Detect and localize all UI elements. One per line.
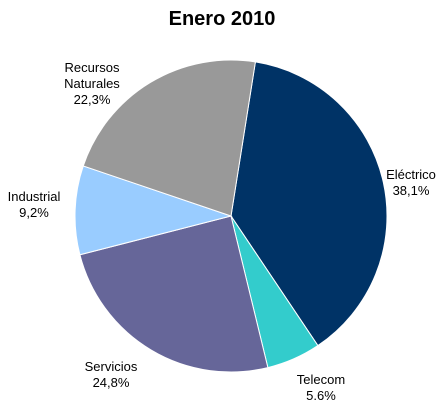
category-name: Telecom bbox=[296, 372, 346, 387]
pie-slice bbox=[230, 61, 388, 347]
slice-label: Servicios 24,8% bbox=[66, 359, 156, 391]
slice-label: Eléctrico 38,1% bbox=[366, 167, 444, 199]
chart-title: Enero 2010 bbox=[168, 8, 276, 30]
value-label: 9,2% bbox=[19, 205, 49, 220]
slice-label: Industrial 9,2% bbox=[0, 189, 79, 221]
category-name: Industrial bbox=[7, 189, 61, 204]
value-label: 5.6% bbox=[306, 388, 336, 403]
category-name: Servicios bbox=[84, 359, 138, 374]
category-name: Recursos Naturales bbox=[64, 60, 120, 91]
value-label: 38,1% bbox=[392, 183, 430, 198]
slice-label: Recursos Naturales 22,3% bbox=[52, 60, 132, 108]
value-label: 22,3% bbox=[73, 92, 111, 107]
pie-slice bbox=[82, 59, 256, 217]
slice-label: Telecom 5.6% bbox=[276, 372, 366, 404]
category-name: Eléctrico bbox=[386, 167, 436, 182]
pie-slice bbox=[74, 165, 233, 256]
pie-slice bbox=[79, 215, 269, 373]
value-label: 24,8% bbox=[92, 375, 130, 390]
